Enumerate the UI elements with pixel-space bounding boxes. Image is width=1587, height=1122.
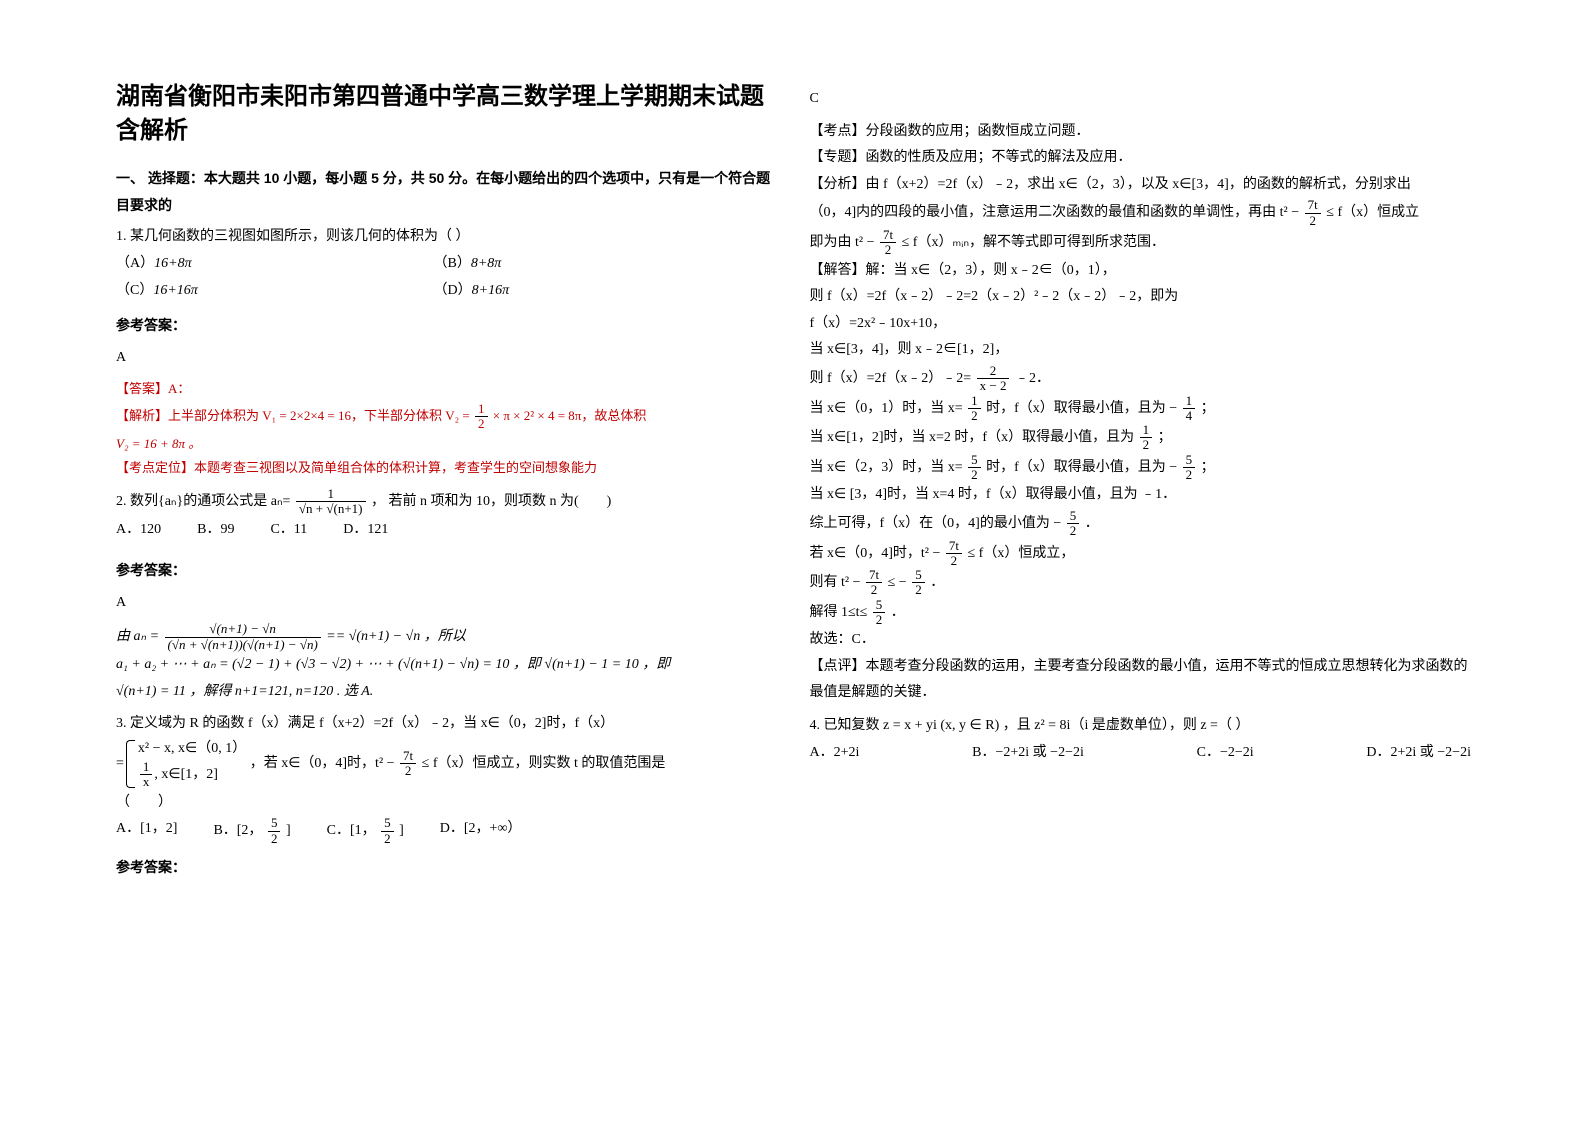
- piecewise-row-1: x² − x, x∈（0, 1）: [138, 738, 246, 760]
- question-4: 4. 已知复数 z = x + yi (x, y ∈ R) ，且 z² = 8i…: [810, 713, 1472, 766]
- q3-piecewise-row: = x² − x, x∈（0, 1） 1 x , x∈[1，2] ，若 x∈（0…: [116, 738, 778, 790]
- piecewise-fraction: 1 x: [140, 760, 153, 790]
- q2-work-2: a₁ + a₂ + ⋯ + aₙ = (√2 − 1) + (√3 − √2) …: [116, 652, 778, 679]
- q1-answer: A: [116, 345, 778, 372]
- q1-option-c: （C）16+16π: [116, 278, 434, 305]
- q1-option-a: （A）16+8π: [116, 251, 434, 278]
- q1-options-row2: （C）16+16π （D）8+16π: [116, 278, 778, 305]
- jieda-13: 故选：C．: [810, 627, 1472, 654]
- q3-stem-a: 3. 定义域为 R 的函数 f（x）满足 f（x+2）=2f（x）﹣2，当 x∈…: [116, 711, 778, 738]
- q4-option-c: C．−2−2i: [1197, 740, 1254, 767]
- q4-option-d: D．2+2i 或 −2−2i: [1366, 740, 1471, 767]
- q1-parse-2: V₂ = 16 + 8π 。: [116, 432, 778, 457]
- q2-option-b: B．99: [197, 517, 234, 544]
- jieda-0: 【解答】解：当 x∈（2，3），则 x﹣2∈（0，1），: [810, 258, 1472, 285]
- jieda-1: 则 f（x）=2f（x﹣2）﹣2=2（x﹣2）²﹣2（x﹣2）﹣2，即为: [810, 284, 1472, 311]
- q2-work-1: 由 aₙ = √(n+1) − √n (√n + √(n+1))(√(n+1) …: [116, 622, 778, 652]
- q2-answer-label: 参考答案：: [116, 557, 778, 584]
- q3-stem-c: （ ）: [116, 790, 778, 817]
- q1-answer-tag: 【答案】A：: [116, 377, 778, 402]
- q3-answer-label: 参考答案：: [116, 854, 778, 881]
- q2-option-c: C．11: [270, 517, 307, 544]
- q1-stem: 1. 某几何函数的三视图如图所示，则该几何的体积为（ ）: [116, 224, 778, 251]
- q2-work-3: √(n+1) = 11 ，解得 n+1=121, n=120 . 选 A.: [116, 679, 778, 706]
- q1-parse-1: 【解析】上半部分体积为 V₁ = 2×2×4 = 16，下半部分体积 V₂ = …: [116, 402, 778, 432]
- q2-option-a: A．120: [116, 517, 161, 544]
- q2-fraction: 1 √n + √(n+1): [296, 487, 366, 517]
- q3-option-a: A．[1，2]: [116, 816, 177, 846]
- q1-answer-label: 参考答案：: [116, 312, 778, 339]
- q1-note: 【考点定位】本题考查三视图以及简单组合体的体积计算，考查学生的空间想象能力: [116, 456, 778, 481]
- q2-work-fraction: √(n+1) − √n (√n + √(n+1))(√(n+1) − √n): [165, 622, 321, 652]
- jieda-4: 则 f（x）=2f（x﹣2）﹣2= 2x − 2 ﹣2．: [810, 364, 1472, 394]
- page-root: 湖南省衡阳市耒阳市第四普通中学高三数学理上学期期末试题含解析 一、 选择题：本大…: [0, 0, 1587, 921]
- q2-answer: A: [116, 590, 778, 617]
- q3-options: A．[1，2] B．[2， 52 ] C．[1， 52 ] D．[2，+∞）: [116, 816, 778, 846]
- dianping: 【点评】本题考查分段函数的运用，主要考查分段函数的最小值，运用不等式的恒成立思想…: [810, 654, 1472, 707]
- left-column: 湖南省衡阳市耒阳市第四普通中学高三数学理上学期期末试题含解析 一、 选择题：本大…: [100, 80, 794, 881]
- q1-options-row1: （A）16+8π （B）8+8π: [116, 251, 778, 278]
- piecewise-row-2: 1 x , x∈[1，2]: [138, 760, 246, 790]
- question-3: 3. 定义域为 R 的函数 f（x）满足 f（x+2）=2f（x）﹣2，当 x∈…: [116, 711, 778, 880]
- jieda-9: 综上可得，f（x）在（0，4]的最小值为 − 52 ．: [810, 509, 1472, 539]
- q4-option-a: A．2+2i: [810, 740, 860, 767]
- q3-fenxi-2: （0，4]内的四段的最小值，注意运用二次函数的最值和函数的单调性，再由 t² −…: [810, 198, 1472, 228]
- q1-option-b: （B）8+8π: [434, 251, 752, 278]
- q2-stem: 2. 数列{aₙ}的通项公式是 aₙ= 1 √n + √(n+1) ， 若前 n…: [116, 487, 778, 517]
- q3-zhuanti: 【专题】函数的性质及应用；不等式的解法及应用．: [810, 145, 1472, 172]
- q3-fenxi-1: 【分析】由 f（x+2）=2f（x）﹣2，求出 x∈（2，3），以及 x∈[3，…: [810, 172, 1472, 199]
- jieda-11: 则有 t² − 7t2 ≤ − 52 ．: [810, 568, 1472, 598]
- question-2: 2. 数列{aₙ}的通项公式是 aₙ= 1 √n + √(n+1) ， 若前 n…: [116, 487, 778, 705]
- q3-option-b: B．[2， 52 ]: [213, 816, 290, 846]
- q3-7t-over-2: 7t 2: [400, 749, 416, 779]
- q2-options: A．120 B．99 C．11 D．121: [116, 517, 778, 544]
- q3-kaodian: 【考点】分段函数的应用；函数恒成立问题．: [810, 119, 1472, 146]
- exam-title: 湖南省衡阳市耒阳市第四普通中学高三数学理上学期期末试题含解析: [116, 80, 778, 147]
- fraction-half: 12: [475, 402, 488, 432]
- question-1: 1. 某几何函数的三视图如图所示，则该几何的体积为（ ） （A）16+8π （B…: [116, 224, 778, 481]
- q4-options: A．2+2i B．−2+2i 或 −2−2i C．−2−2i D．2+2i 或 …: [810, 740, 1472, 767]
- section-one-heading: 一、 选择题：本大题共 10 小题，每小题 5 分，共 50 分。在每小题给出的…: [116, 165, 778, 218]
- jieda-6: 当 x∈[1，2]时，当 x=2 时，f（x）取得最小值，且为 12 ；: [810, 423, 1472, 453]
- q3-fenxi-3: 即为由 t² − 7t2 ≤ f（x）ₘᵢₙ，解不等式即可得到所求范围．: [810, 228, 1472, 258]
- jieda-2: f（x）=2x²﹣10x+10，: [810, 311, 1472, 338]
- q1-option-d: （D）8+16π: [434, 278, 752, 305]
- jieda-12: 解得 1≤t≤ 52 ．: [810, 598, 1472, 628]
- q4-stem: 4. 已知复数 z = x + yi (x, y ∈ R) ，且 z² = 8i…: [810, 713, 1472, 740]
- jieda-10: 若 x∈（0，4]时，t² − 7t2 ≤ f（x）恒成立，: [810, 539, 1472, 569]
- q3-answer: C: [810, 86, 1472, 113]
- q4-option-b: B．−2+2i 或 −2−2i: [972, 740, 1084, 767]
- q3-option-d: D．[2，+∞）: [440, 816, 522, 846]
- jieda-5: 当 x∈（0，1）时，当 x= 12 时，f（x）取得最小值，且为 − 14 ；: [810, 394, 1472, 424]
- jieda-3: 当 x∈[3，4]，则 x﹣2∈[1，2]，: [810, 337, 1472, 364]
- q2-option-d: D．121: [343, 517, 388, 544]
- piecewise-brace: x² − x, x∈（0, 1） 1 x , x∈[1，2]: [124, 738, 246, 790]
- right-column: C 【考点】分段函数的应用；函数恒成立问题． 【专题】函数的性质及应用；不等式的…: [794, 80, 1488, 881]
- jieda-7: 当 x∈（2，3）时，当 x= 52 时，f（x）取得最小值，且为 − 52 ；: [810, 453, 1472, 483]
- q3-option-c: C．[1， 52 ]: [327, 816, 404, 846]
- jieda-8: 当 x∈ [3，4]时，当 x=4 时，f（x）取得最小值，且为 ﹣1．: [810, 482, 1472, 509]
